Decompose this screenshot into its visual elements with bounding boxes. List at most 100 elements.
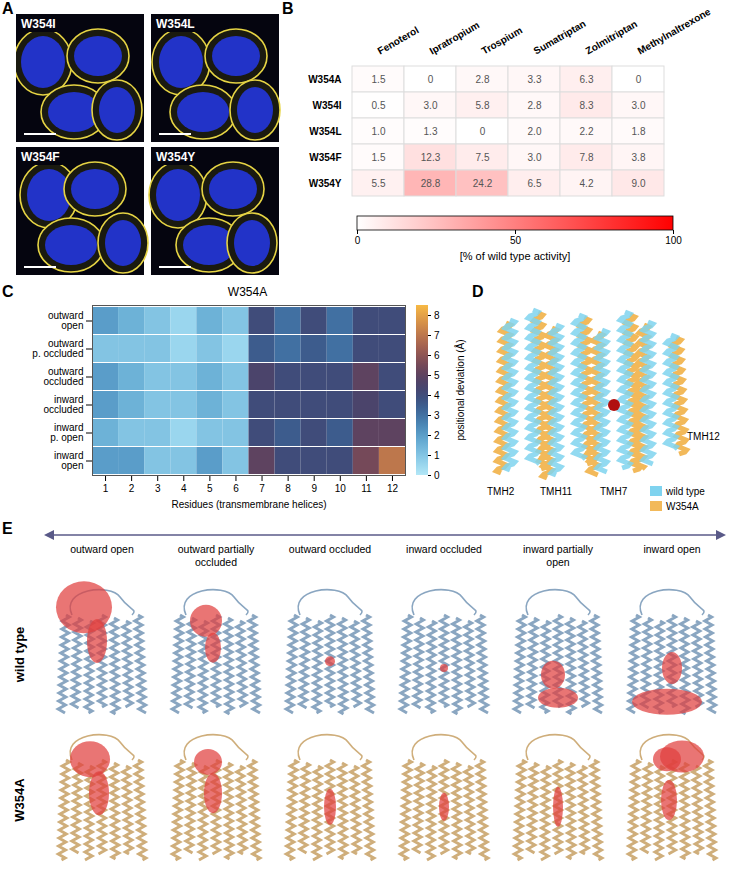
svg-text:TMH7: TMH7	[600, 486, 628, 497]
html-text:C: C	[2, 283, 14, 300]
html-text:A: A	[2, 0, 14, 17]
svg-text:outwardopen: outwardopen	[48, 310, 84, 331]
svg-text:0: 0	[428, 74, 434, 85]
svg-text:W354L: W354L	[156, 17, 195, 31]
svg-text:11: 11	[361, 483, 372, 494]
svg-text:6: 6	[233, 483, 239, 494]
svg-text:6.3: 6.3	[580, 74, 594, 85]
svg-text:3.0: 3.0	[528, 152, 542, 163]
svg-text:8: 8	[434, 310, 440, 321]
svg-text:outward partially: outward partially	[178, 543, 255, 555]
svg-text:6: 6	[434, 350, 440, 361]
svg-text:0: 0	[434, 470, 440, 481]
svg-text:1: 1	[103, 483, 109, 494]
svg-text:W354Y: W354Y	[156, 150, 195, 164]
svg-text:[% of wild type activity]: [% of wild type activity]	[460, 250, 571, 262]
svg-text:3.3: 3.3	[528, 74, 542, 85]
svg-text:12.3: 12.3	[421, 152, 441, 163]
svg-text:wild type: wild type	[665, 486, 705, 497]
svg-text:positional deviation (Å): positional deviation (Å)	[454, 339, 466, 440]
svg-text:wild type: wild type	[12, 627, 27, 684]
svg-text:24.2: 24.2	[473, 178, 493, 189]
svg-text:W354I: W354I	[313, 100, 342, 111]
svg-text:6.5: 6.5	[528, 178, 542, 189]
svg-text:occluded: occluded	[195, 556, 237, 568]
svg-text:3: 3	[434, 410, 440, 421]
svg-text:1.5: 1.5	[372, 74, 386, 85]
svg-text:W354A: W354A	[666, 501, 699, 512]
svg-text:outward open: outward open	[70, 543, 134, 555]
svg-text:2.8: 2.8	[476, 74, 490, 85]
svg-text:W354Y: W354Y	[309, 178, 342, 189]
svg-text:TMH2: TMH2	[487, 486, 515, 497]
html-text:D: D	[472, 283, 484, 300]
svg-text:W354A: W354A	[12, 778, 27, 822]
svg-text:7.8: 7.8	[580, 152, 594, 163]
svg-text:Residues (transmembrane helice: Residues (transmembrane helices)	[171, 499, 326, 510]
svg-text:8: 8	[285, 483, 291, 494]
svg-text:inward partially: inward partially	[523, 543, 594, 555]
svg-text:9: 9	[311, 483, 317, 494]
svg-text:1.5: 1.5	[372, 152, 386, 163]
html-text:W354A: W354A	[227, 285, 268, 299]
svg-text:3.0: 3.0	[632, 100, 646, 111]
svg-text:W354A: W354A	[308, 74, 341, 85]
svg-text:inwardopen: inwardopen	[54, 450, 83, 471]
svg-text:TMH12: TMH12	[687, 431, 720, 442]
svg-text:5.8: 5.8	[476, 100, 490, 111]
svg-text:2.2: 2.2	[580, 126, 594, 137]
svg-text:7: 7	[434, 330, 440, 341]
svg-text:inwardp. open: inwardp. open	[50, 422, 83, 443]
svg-text:4.2: 4.2	[580, 178, 594, 189]
svg-text:50: 50	[510, 235, 522, 246]
svg-text:inward occluded: inward occluded	[406, 543, 482, 555]
svg-text:2: 2	[129, 483, 135, 494]
svg-text:outwardp. occluded: outwardp. occluded	[32, 338, 83, 359]
svg-text:Trospium: Trospium	[480, 24, 525, 56]
svg-text:0: 0	[636, 74, 642, 85]
svg-text:5.5: 5.5	[372, 178, 386, 189]
svg-text:7: 7	[259, 483, 265, 494]
svg-text:0.5: 0.5	[372, 100, 386, 111]
html-text:E: E	[2, 520, 13, 537]
svg-text:3.8: 3.8	[632, 152, 646, 163]
svg-text:8.3: 8.3	[580, 100, 594, 111]
svg-text:inwardoccluded: inwardoccluded	[43, 394, 83, 415]
svg-text:outwardoccluded: outwardoccluded	[43, 366, 83, 387]
svg-text:10: 10	[335, 483, 347, 494]
svg-text:2.8: 2.8	[528, 100, 542, 111]
svg-text:4: 4	[434, 390, 440, 401]
svg-text:W354L: W354L	[309, 126, 341, 137]
svg-text:5: 5	[207, 483, 213, 494]
svg-text:0: 0	[355, 235, 361, 246]
svg-text:TMH11: TMH11	[540, 486, 572, 497]
svg-text:Fenoterol: Fenoterol	[376, 24, 421, 56]
svg-text:7.5: 7.5	[476, 152, 490, 163]
svg-text:0: 0	[480, 126, 486, 137]
svg-text:9.0: 9.0	[632, 178, 646, 189]
svg-text:Sumatriptan: Sumatriptan	[532, 18, 588, 57]
svg-text:outward occluded: outward occluded	[289, 543, 371, 555]
svg-text:2.0: 2.0	[528, 126, 542, 137]
svg-text:1.8: 1.8	[632, 126, 646, 137]
svg-text:100: 100	[665, 235, 682, 246]
svg-text:Zolmitriptan: Zolmitriptan	[584, 18, 640, 56]
svg-text:inward open: inward open	[643, 543, 700, 555]
svg-text:2: 2	[434, 430, 440, 441]
svg-text:28.8: 28.8	[421, 178, 441, 189]
svg-text:W354F: W354F	[309, 152, 341, 163]
svg-text:Ipratropium: Ipratropium	[428, 19, 482, 56]
svg-text:open: open	[546, 556, 570, 568]
svg-text:Methylnaltrexone: Methylnaltrexone	[636, 6, 713, 57]
svg-text:5: 5	[434, 370, 440, 381]
svg-text:1.3: 1.3	[424, 126, 438, 137]
svg-text:3: 3	[155, 483, 161, 494]
svg-text:3.0: 3.0	[424, 100, 438, 111]
svg-text:W354F: W354F	[21, 150, 60, 164]
svg-text:4: 4	[181, 483, 187, 494]
svg-text:1.0: 1.0	[372, 126, 386, 137]
svg-text:1: 1	[434, 450, 440, 461]
html-text:B: B	[282, 0, 294, 17]
svg-text:W354I: W354I	[21, 17, 56, 31]
svg-text:12: 12	[387, 483, 399, 494]
